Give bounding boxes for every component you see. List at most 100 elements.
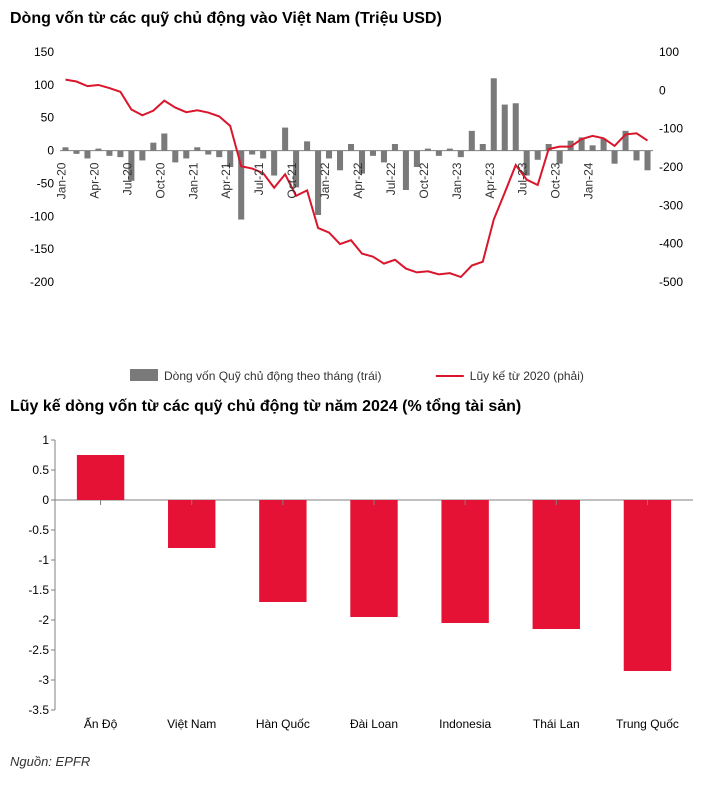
chart1-xlabel-group: Jul-23 (516, 162, 530, 195)
chart2-ytick: 1 (42, 433, 49, 447)
chart1-bar (557, 151, 563, 164)
svg-text:Jan-22: Jan-22 (318, 162, 332, 199)
chart1-bar (95, 149, 101, 151)
chart2-bar (350, 500, 397, 617)
chart2-bar (624, 500, 671, 671)
chart1-svg: -200-150-100-50050100150-500-400-300-200… (10, 32, 703, 362)
chart1-bar (458, 151, 464, 158)
chart1-yleft-tick: -150 (30, 242, 54, 256)
chart1-yright-tick: -400 (659, 237, 683, 251)
chart1-xlabel-group: Jul-22 (384, 162, 398, 195)
chart1-bar (392, 144, 398, 151)
chart2-ytick: -3 (38, 673, 49, 687)
chart2-xlabel: Đài Loan (350, 717, 398, 731)
chart1-bar (194, 147, 200, 150)
chart1-bar (502, 105, 508, 151)
svg-text:Oct-23: Oct-23 (549, 162, 563, 198)
chart1-yright-tick: -200 (659, 160, 683, 174)
chart1-bar (161, 133, 167, 150)
chart2-container: Lũy kế dòng vốn từ các quỹ chủ động từ n… (10, 398, 703, 750)
svg-text:Apr-22: Apr-22 (351, 162, 365, 198)
chart1-xlabel-group: Jan-23 (450, 162, 464, 199)
svg-text:Oct-20: Oct-20 (153, 162, 167, 198)
chart1-bar (216, 151, 222, 158)
chart1-legend: Dòng vốn Quỹ chủ động theo tháng (trái)L… (10, 362, 703, 390)
legend-bar-swatch (130, 369, 158, 381)
chart1-bar (480, 144, 486, 151)
chart2-ytick: -1.5 (28, 583, 49, 597)
svg-text:Apr-23: Apr-23 (483, 162, 497, 198)
chart1-bar (469, 131, 475, 151)
chart2-bar (259, 500, 306, 602)
chart1-xlabel-group: Jan-20 (54, 162, 68, 199)
source-text: Nguồn: EPFR (10, 754, 703, 769)
chart1-xlabel-group: Apr-21 (219, 162, 233, 198)
chart1-yright-tick: -100 (659, 122, 683, 136)
chart2-bar (533, 500, 580, 629)
svg-text:Jan-23: Jan-23 (450, 162, 464, 199)
chart1-bar (84, 151, 90, 159)
chart1-yleft-tick: 100 (34, 78, 54, 92)
chart2-ytick: 0.5 (32, 463, 49, 477)
chart1-yright-tick: -500 (659, 275, 683, 289)
chart1-bar (172, 151, 178, 163)
chart1-xlabel-group: Oct-22 (417, 162, 431, 198)
chart1-bar (535, 151, 541, 160)
svg-text:Jul-21: Jul-21 (252, 162, 266, 195)
legend-line-label: Lũy kế từ 2020 (phải) (470, 369, 584, 383)
svg-text:Jan-20: Jan-20 (54, 162, 68, 199)
chart1-xlabel-group: Jan-21 (186, 162, 200, 199)
chart1-bar (73, 151, 79, 154)
chart1-title: Dòng vốn từ các quỹ chủ động vào Việt Na… (10, 10, 703, 28)
svg-text:Jul-20: Jul-20 (120, 162, 134, 195)
svg-text:Oct-22: Oct-22 (417, 162, 431, 198)
chart2-bar (77, 455, 124, 500)
chart1-bar (513, 103, 519, 150)
svg-text:Jul-22: Jul-22 (384, 162, 398, 195)
chart1-bar (260, 151, 266, 159)
svg-text:Jan-24: Jan-24 (582, 162, 596, 199)
chart1-bar (249, 151, 255, 155)
chart1-bar (183, 151, 189, 159)
chart2-xlabel: Thái Lan (533, 717, 580, 731)
chart1-bar (271, 151, 277, 176)
chart1-xlabel-group: Apr-20 (87, 162, 101, 198)
chart1-xlabel-group: Oct-21 (285, 162, 299, 198)
chart2-ytick: -0.5 (28, 523, 49, 537)
chart2-xlabel: Indonesia (439, 717, 491, 731)
svg-text:Apr-21: Apr-21 (219, 162, 233, 198)
chart1-bar (425, 149, 431, 151)
chart2-xlabel: Trung Quốc (616, 717, 679, 731)
chart1-bar (205, 151, 211, 155)
chart2-title: Lũy kế dòng vốn từ các quỹ chủ động từ n… (10, 398, 703, 416)
chart1-bar (337, 151, 343, 171)
chart1-xlabel-group: Oct-23 (549, 162, 563, 198)
svg-text:Jan-21: Jan-21 (186, 162, 200, 199)
chart1-bar (62, 147, 68, 150)
chart2-xlabel: Việt Nam (167, 717, 216, 731)
chart1-container: Dòng vốn từ các quỹ chủ động vào Việt Na… (10, 10, 703, 390)
chart2-xlabel: Hàn Quốc (256, 717, 310, 731)
chart1-bar (634, 151, 640, 161)
chart1-yright-tick: 100 (659, 45, 679, 59)
chart1-yright-tick: -300 (659, 198, 683, 212)
chart1-bar (436, 151, 442, 156)
chart1-yleft-tick: 50 (41, 111, 55, 125)
chart1-xlabel-group: Jul-20 (120, 162, 134, 195)
chart1-bar (403, 151, 409, 190)
chart1-bar (381, 151, 387, 163)
chart1-bar (304, 141, 310, 150)
chart1-xlabel-group: Apr-22 (351, 162, 365, 198)
chart1-bar (491, 78, 497, 150)
chart2-ytick: -3.5 (28, 703, 49, 717)
chart1-bar (370, 151, 376, 156)
chart1-bar (326, 151, 332, 159)
chart1-xlabel-group: Oct-20 (153, 162, 167, 198)
chart1-yright-tick: 0 (659, 83, 666, 97)
chart2-ytick: 0 (42, 493, 49, 507)
chart1-yleft-tick: -100 (30, 209, 54, 223)
svg-text:Oct-21: Oct-21 (285, 162, 299, 198)
chart1-xlabel-group: Apr-23 (483, 162, 497, 198)
chart1-yleft-tick: 0 (47, 144, 54, 158)
chart2-xlabel: Ấn Độ (84, 716, 118, 731)
